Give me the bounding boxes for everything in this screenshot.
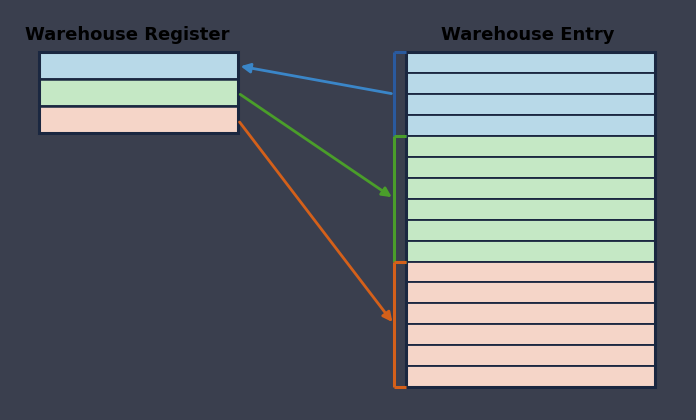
Bar: [406, 262, 656, 282]
Bar: [406, 52, 656, 387]
Text: Warehouse Register: Warehouse Register: [25, 26, 230, 44]
Bar: [406, 136, 656, 157]
Bar: [40, 52, 238, 79]
Bar: [406, 241, 656, 262]
Bar: [406, 73, 656, 94]
Bar: [406, 199, 656, 220]
Bar: [406, 220, 656, 241]
Bar: [406, 52, 656, 73]
Bar: [406, 324, 656, 345]
Bar: [40, 106, 238, 134]
Bar: [406, 366, 656, 387]
Bar: [406, 345, 656, 366]
Bar: [406, 94, 656, 115]
Bar: [40, 79, 238, 106]
Bar: [406, 178, 656, 199]
Text: Warehouse Entry: Warehouse Entry: [441, 26, 614, 44]
Bar: [406, 115, 656, 136]
Bar: [406, 157, 656, 178]
Bar: [406, 282, 656, 303]
Bar: [406, 303, 656, 324]
Bar: [40, 52, 238, 134]
